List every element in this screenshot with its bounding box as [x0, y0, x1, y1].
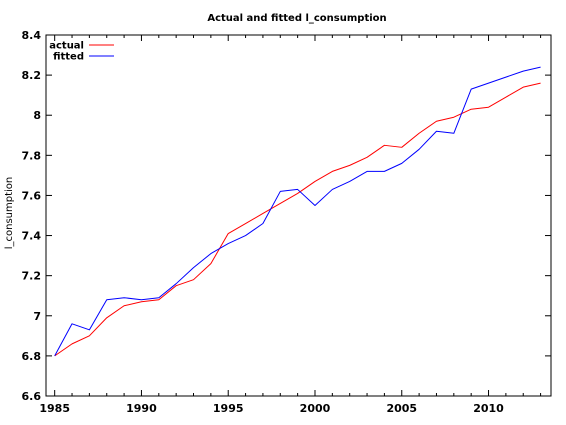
y-tick-label: 8.4 [22, 29, 42, 42]
x-tick-label: 1985 [39, 402, 70, 415]
x-tick-label: 2000 [300, 402, 331, 415]
chart-title: Actual and fitted l_consumption [207, 13, 386, 24]
x-tick-label: 2005 [386, 402, 417, 415]
y-tick-label: 7.4 [22, 230, 42, 243]
y-tick-label: 7.6 [22, 189, 42, 202]
x-tick-label: 2010 [473, 402, 504, 415]
series-line-actual [54, 82, 541, 357]
y-tick-label: 7 [33, 310, 41, 323]
legend-label-actual: actual [49, 41, 84, 52]
axis-ticks [46, 34, 551, 397]
y-tick-label: 6.8 [22, 350, 42, 363]
y-tick-label: 8 [33, 109, 41, 122]
x-tick-label: 1995 [213, 402, 244, 415]
y-tick-label: 8.2 [22, 69, 42, 82]
legend-label-fitted: fitted [53, 52, 84, 63]
y-axis-label: l_consumption [4, 177, 15, 250]
series-line-fitted [54, 66, 541, 357]
y-tick-label: 7.8 [22, 149, 42, 162]
x-tick-label: 1990 [126, 402, 157, 415]
series-lines [54, 66, 541, 357]
y-tick-label: 7.2 [22, 270, 42, 283]
plot-frame [45, 34, 552, 397]
tick-labels: 6.6 6.8 7 7.2 7.4 7.6 7.8 8 8.2 8.4 1985 1990 1995 20… [22, 29, 505, 415]
y-tick-label: 6.6 [22, 390, 42, 403]
